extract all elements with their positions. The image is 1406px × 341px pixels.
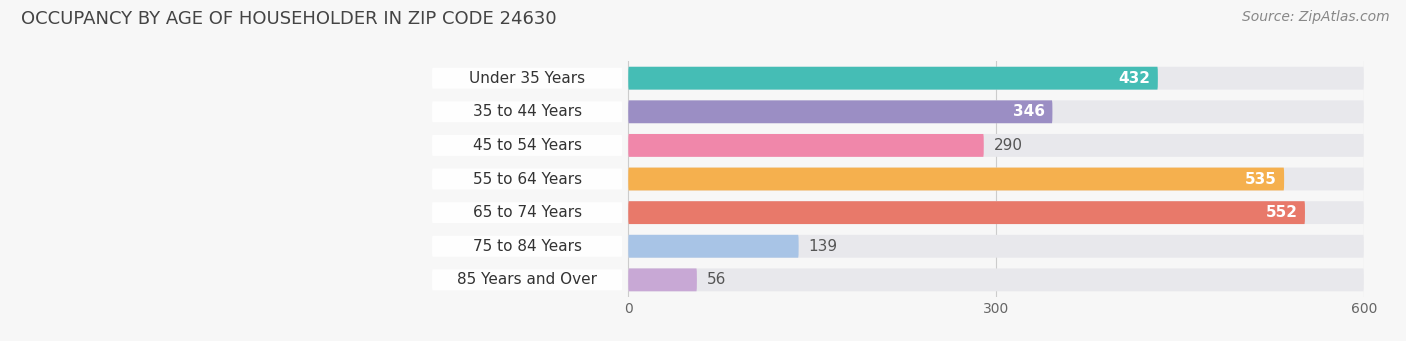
FancyBboxPatch shape <box>628 67 1159 90</box>
FancyBboxPatch shape <box>628 235 1364 258</box>
FancyBboxPatch shape <box>628 201 1305 224</box>
FancyBboxPatch shape <box>432 101 621 122</box>
Text: 552: 552 <box>1265 205 1298 220</box>
FancyBboxPatch shape <box>628 134 984 157</box>
FancyBboxPatch shape <box>628 268 1364 291</box>
FancyBboxPatch shape <box>432 168 621 190</box>
Text: Under 35 Years: Under 35 Years <box>470 71 585 86</box>
FancyBboxPatch shape <box>628 235 799 258</box>
Text: 535: 535 <box>1244 172 1277 187</box>
Text: 35 to 44 Years: 35 to 44 Years <box>472 104 582 119</box>
FancyBboxPatch shape <box>628 134 1364 157</box>
Text: 45 to 54 Years: 45 to 54 Years <box>472 138 582 153</box>
FancyBboxPatch shape <box>432 236 621 257</box>
Text: 55 to 64 Years: 55 to 64 Years <box>472 172 582 187</box>
FancyBboxPatch shape <box>628 167 1284 191</box>
Text: 346: 346 <box>1014 104 1045 119</box>
Text: 75 to 84 Years: 75 to 84 Years <box>472 239 582 254</box>
FancyBboxPatch shape <box>628 67 1364 90</box>
FancyBboxPatch shape <box>628 167 1364 191</box>
Text: 65 to 74 Years: 65 to 74 Years <box>472 205 582 220</box>
Text: 85 Years and Over: 85 Years and Over <box>457 272 598 287</box>
FancyBboxPatch shape <box>432 68 621 89</box>
FancyBboxPatch shape <box>432 269 621 290</box>
Text: 139: 139 <box>808 239 838 254</box>
Text: 56: 56 <box>707 272 725 287</box>
Text: 290: 290 <box>994 138 1022 153</box>
FancyBboxPatch shape <box>432 202 621 223</box>
FancyBboxPatch shape <box>628 100 1364 123</box>
Text: 432: 432 <box>1119 71 1150 86</box>
Text: Source: ZipAtlas.com: Source: ZipAtlas.com <box>1241 10 1389 24</box>
FancyBboxPatch shape <box>628 268 697 291</box>
FancyBboxPatch shape <box>628 100 1053 123</box>
FancyBboxPatch shape <box>628 201 1364 224</box>
FancyBboxPatch shape <box>432 135 621 156</box>
Text: OCCUPANCY BY AGE OF HOUSEHOLDER IN ZIP CODE 24630: OCCUPANCY BY AGE OF HOUSEHOLDER IN ZIP C… <box>21 10 557 28</box>
